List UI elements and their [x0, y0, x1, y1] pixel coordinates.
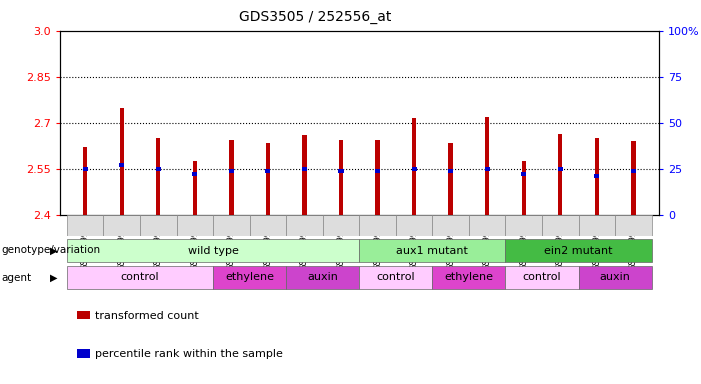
Bar — [83, 147, 88, 215]
Bar — [542, 215, 578, 236]
Bar — [359, 215, 396, 236]
Bar — [448, 169, 453, 173]
Bar — [433, 215, 469, 236]
Bar — [522, 161, 526, 215]
Bar — [578, 266, 652, 289]
Bar — [359, 266, 433, 289]
Bar — [67, 266, 213, 289]
Bar — [615, 215, 652, 236]
Bar — [375, 140, 380, 215]
Bar — [213, 215, 250, 236]
Bar — [469, 215, 505, 236]
Bar — [339, 140, 343, 215]
Text: transformed count: transformed count — [95, 311, 198, 321]
Text: ethylene: ethylene — [225, 272, 274, 283]
Text: auxin: auxin — [599, 272, 630, 283]
Text: agent: agent — [1, 273, 32, 283]
Bar — [67, 215, 104, 236]
Bar — [505, 239, 652, 262]
Text: control: control — [376, 272, 415, 283]
Bar — [412, 118, 416, 215]
Text: auxin: auxin — [307, 272, 338, 283]
Text: ein2 mutant: ein2 mutant — [544, 245, 613, 256]
Text: control: control — [523, 272, 562, 283]
Bar — [67, 239, 359, 262]
Text: percentile rank within the sample: percentile rank within the sample — [95, 349, 283, 359]
Bar — [594, 174, 599, 178]
Bar — [250, 215, 286, 236]
Bar — [192, 172, 198, 177]
Text: control: control — [121, 272, 159, 283]
Bar — [449, 143, 453, 215]
Bar — [433, 266, 505, 289]
Text: aux1 mutant: aux1 mutant — [397, 245, 468, 256]
Bar — [119, 163, 124, 167]
Bar — [375, 169, 380, 173]
Bar — [485, 117, 489, 215]
Bar — [302, 167, 307, 171]
Text: wild type: wild type — [188, 245, 238, 256]
Bar — [505, 266, 578, 289]
Bar — [359, 239, 505, 262]
Bar — [119, 108, 124, 215]
Bar — [578, 215, 615, 236]
Bar — [104, 215, 140, 236]
Bar — [521, 172, 526, 177]
Bar — [140, 215, 177, 236]
Bar — [229, 140, 233, 215]
Bar — [193, 161, 197, 215]
Bar — [286, 215, 322, 236]
Bar — [396, 215, 433, 236]
Bar — [505, 215, 542, 236]
Bar — [229, 169, 234, 173]
Bar — [286, 266, 360, 289]
Bar — [156, 167, 161, 171]
Text: ▶: ▶ — [50, 245, 57, 255]
Text: ethylene: ethylene — [444, 272, 494, 283]
Bar — [339, 169, 343, 173]
Bar — [156, 138, 161, 215]
Bar — [558, 134, 562, 215]
Text: ▶: ▶ — [50, 273, 57, 283]
Bar — [266, 143, 270, 215]
Bar — [631, 141, 636, 215]
Bar — [177, 215, 213, 236]
Bar — [558, 167, 563, 171]
Text: genotype/variation: genotype/variation — [1, 245, 100, 255]
Bar — [266, 169, 271, 173]
Bar — [322, 215, 360, 236]
Bar — [302, 135, 306, 215]
Bar — [594, 138, 599, 215]
Bar — [484, 167, 490, 171]
Bar — [213, 266, 286, 289]
Bar — [411, 167, 416, 171]
Bar — [83, 167, 88, 171]
Bar — [631, 169, 636, 173]
Text: GDS3505 / 252556_at: GDS3505 / 252556_at — [239, 10, 392, 23]
